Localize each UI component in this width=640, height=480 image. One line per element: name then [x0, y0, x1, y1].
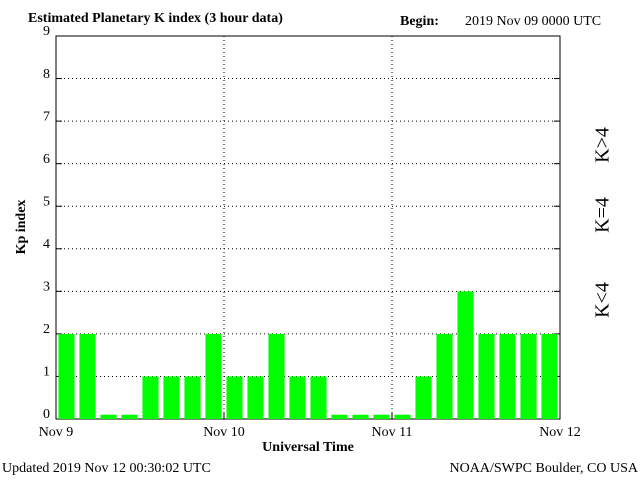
- bar: [541, 333, 558, 419]
- x-axis-label: Universal Time: [262, 440, 354, 455]
- bar: [58, 333, 75, 419]
- bar: [373, 414, 390, 419]
- bar: [310, 376, 327, 419]
- legend-label: K<4: [592, 282, 614, 318]
- y-axis-label: Kp index: [14, 200, 29, 255]
- x-tick-label: Nov 9: [39, 425, 74, 440]
- x-tick-label: Nov 10: [203, 425, 245, 440]
- bar: [331, 414, 348, 419]
- bar: [100, 414, 117, 419]
- bar: [184, 376, 201, 419]
- begin-date: 2019 Nov 09 0000 UTC: [465, 14, 601, 29]
- y-tick-label: 5: [43, 194, 50, 209]
- bar: [415, 376, 432, 419]
- updated: Updated 2019 Nov 12 00:30:02 UTC: [2, 461, 211, 476]
- bar: [352, 414, 369, 419]
- y-tick-label: 2: [43, 322, 50, 337]
- y-tick-label: 4: [43, 237, 50, 252]
- chart-title: Estimated Planetary K index (3 hour data…: [28, 11, 283, 26]
- bar: [79, 333, 96, 419]
- x-tick-label: Nov 11: [371, 425, 412, 440]
- y-tick-label: 9: [43, 24, 50, 39]
- plot-frame: [55, 35, 561, 420]
- y-tick-label: 6: [43, 152, 50, 167]
- bar: [142, 376, 159, 419]
- y-tick-label: 0: [43, 407, 50, 422]
- y-tick-label: 7: [43, 109, 50, 124]
- x-tick-label: Nov 12: [539, 425, 581, 440]
- begin-label: Begin:: [400, 14, 439, 29]
- bar: [226, 376, 243, 419]
- bar: [478, 333, 495, 419]
- bar: [247, 376, 264, 419]
- source: NOAA/SWPC Boulder, CO USA: [450, 461, 639, 476]
- bar: [394, 414, 411, 419]
- y-tick-label: 8: [43, 67, 50, 82]
- bar: [457, 291, 474, 419]
- legend-label: K>4: [592, 127, 614, 163]
- bar: [268, 333, 285, 419]
- y-tick-label: 3: [43, 280, 50, 295]
- bar: [499, 333, 516, 419]
- bar: [436, 333, 453, 419]
- bar: [205, 333, 222, 419]
- bar: [520, 333, 537, 419]
- legend-label: K=4: [592, 197, 614, 233]
- y-tick-label: 1: [43, 365, 50, 380]
- bar: [121, 414, 138, 419]
- bar: [163, 376, 180, 419]
- bar: [289, 376, 306, 419]
